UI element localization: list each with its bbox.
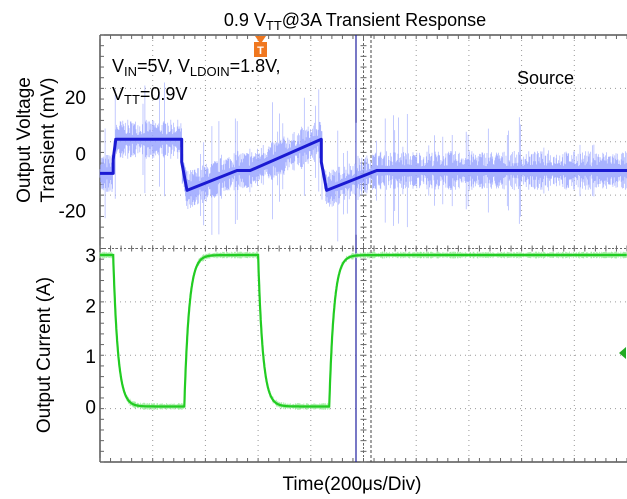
voltage-tick-label: -20 bbox=[59, 201, 86, 222]
chart-title: 0.9 VTT@3A Transient Response bbox=[224, 10, 486, 33]
x-axis-label: Time(200μs/Div) bbox=[282, 474, 421, 495]
voltage-tick-label: 20 bbox=[65, 88, 86, 109]
voltage-trace bbox=[100, 137, 627, 192]
voltage-axis-label-line2: Transient (mV) bbox=[38, 78, 59, 203]
voltage-axis-label: Output Voltage bbox=[14, 77, 35, 203]
trigger-marker-label: T bbox=[257, 45, 264, 57]
current-axis-label: Output Current (A) bbox=[34, 277, 55, 433]
y-tick-labels: 20 0 -20 3 2 1 0 bbox=[59, 88, 96, 419]
plot-grid bbox=[99, 34, 627, 463]
current-trace bbox=[100, 253, 627, 408]
current-tick-label: 2 bbox=[85, 297, 96, 318]
current-tick-label: 3 bbox=[85, 246, 96, 267]
voltage-noise-band bbox=[99, 82, 627, 242]
source-label: Source bbox=[517, 68, 574, 88]
channel-level-marker bbox=[619, 347, 626, 359]
current-tick-label: 1 bbox=[85, 347, 96, 368]
waveform-traces bbox=[99, 82, 627, 410]
condition-annotation-line2: VTT=0.9V bbox=[112, 84, 187, 107]
trigger-marker: T bbox=[254, 36, 267, 57]
condition-annotation-line1: VIN=5V, VLDOIN=1.8V, bbox=[112, 56, 281, 79]
voltage-tick-label: 0 bbox=[75, 145, 86, 166]
current-tick-label: 0 bbox=[85, 398, 96, 419]
